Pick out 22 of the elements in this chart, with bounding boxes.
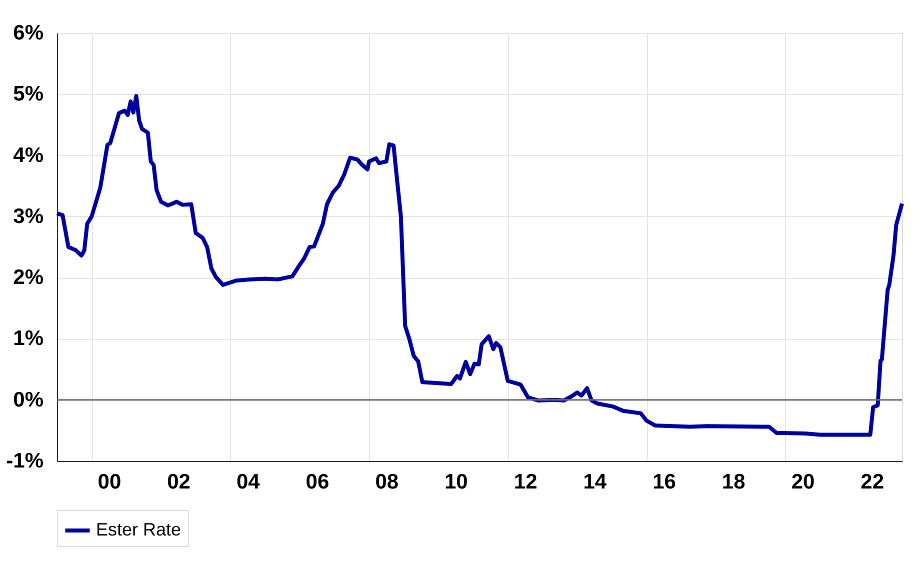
x-tick-label: 18 — [722, 470, 746, 494]
x-tick-label: 16 — [652, 470, 676, 494]
x-tick-label: 04 — [236, 470, 260, 494]
y-tick-label: 6% — [13, 22, 44, 44]
y-tick-label: 1% — [13, 327, 44, 350]
y-tick-label: 3% — [13, 204, 44, 228]
line-series — [55, 94, 904, 437]
x-tick-label: 02 — [167, 470, 190, 494]
x-tick-label: 10 — [444, 470, 468, 494]
legend-label: Ester Rate — [96, 520, 182, 540]
x-tick-label: 08 — [375, 470, 399, 494]
x-tick-label: 00 — [98, 470, 122, 494]
x-tick-label: 06 — [306, 470, 330, 494]
x-tick-label: 12 — [514, 470, 538, 494]
x-tick-label: 20 — [791, 470, 815, 494]
y-tick-label: 2% — [13, 266, 44, 290]
x-tick-label: 14 — [583, 470, 607, 494]
x-tick-label: 22 — [860, 470, 884, 494]
y-tick-label: 4% — [13, 144, 44, 167]
y-tick-label: -1% — [6, 450, 44, 472]
y-tick-label: 0% — [13, 388, 44, 412]
y-tick-label: 5% — [13, 82, 44, 106]
